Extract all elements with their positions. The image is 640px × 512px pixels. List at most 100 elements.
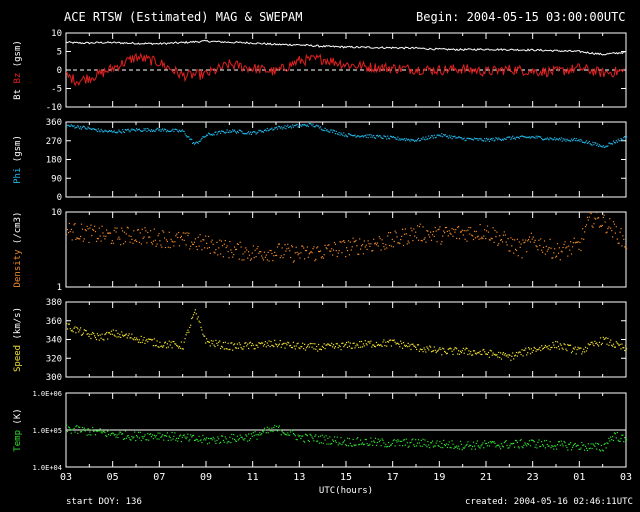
- data-point: [314, 126, 316, 128]
- ylabel-speed: Speed (km/s): [13, 307, 23, 372]
- data-point: [598, 341, 601, 343]
- data-point: [590, 144, 592, 146]
- data-point: [514, 354, 517, 356]
- data-point: [444, 232, 446, 234]
- data-point: [401, 440, 403, 442]
- data-point: [365, 136, 367, 138]
- data-point: [374, 242, 377, 244]
- data-point: [564, 241, 566, 243]
- data-point: [196, 439, 198, 441]
- data-point: [244, 342, 246, 344]
- data-point: [88, 434, 90, 436]
- data-point: [408, 345, 410, 348]
- data-point: [89, 431, 91, 433]
- data-point: [487, 231, 490, 233]
- data-point: [421, 348, 423, 351]
- data-point: [465, 347, 467, 349]
- data-point: [66, 234, 68, 236]
- data-point: [579, 448, 581, 451]
- data-point: [402, 342, 405, 344]
- ytick-label-speed: 380: [46, 298, 62, 308]
- data-point: [429, 137, 431, 140]
- data-point: [172, 128, 174, 130]
- data-point: [96, 333, 98, 335]
- data-point: [98, 130, 100, 132]
- data-point: [444, 445, 447, 447]
- data-point: [70, 228, 72, 230]
- data-point: [502, 352, 504, 354]
- data-point: [227, 251, 229, 253]
- data-point: [312, 248, 314, 250]
- x-axis-label: UTC(hours): [319, 486, 373, 496]
- data-point: [254, 249, 256, 251]
- xtick-label: 05: [107, 472, 119, 483]
- data-point: [138, 339, 140, 341]
- data-point: [168, 231, 170, 233]
- data-point: [340, 241, 342, 243]
- data-point: [278, 126, 280, 128]
- data-point: [154, 436, 156, 438]
- data-point: [295, 345, 297, 347]
- data-point: [94, 430, 96, 432]
- data-point: [183, 239, 185, 241]
- data-point: [348, 133, 350, 135]
- data-point: [179, 237, 182, 239]
- data-point: [559, 444, 561, 446]
- data-point: [600, 344, 602, 346]
- data-point: [165, 435, 168, 437]
- data-point: [164, 342, 166, 344]
- data-point: [86, 128, 88, 130]
- data-point: [153, 434, 155, 436]
- data-point: [381, 345, 383, 347]
- data-point: [335, 441, 337, 443]
- data-point: [414, 445, 416, 447]
- data-point: [159, 432, 161, 434]
- data-point: [102, 338, 104, 340]
- data-point: [479, 138, 481, 140]
- data-point: [529, 137, 532, 139]
- data-point: [402, 139, 405, 141]
- data-point: [118, 336, 120, 338]
- data-point: [512, 135, 514, 137]
- data-point: [193, 143, 196, 145]
- data-point: [523, 242, 525, 244]
- data-point: [554, 445, 556, 447]
- data-point: [314, 260, 316, 262]
- data-point: [190, 434, 192, 436]
- data-point: [448, 348, 450, 350]
- data-point: [528, 239, 530, 241]
- data-point: [162, 230, 164, 232]
- data-point: [602, 216, 604, 218]
- data-point: [509, 250, 511, 252]
- data-point: [102, 431, 104, 433]
- data-point: [520, 243, 522, 245]
- xtick-label: 07: [153, 472, 165, 483]
- data-point: [312, 438, 314, 440]
- data-point: [486, 353, 489, 355]
- data-point: [245, 434, 247, 436]
- data-point: [185, 334, 187, 336]
- data-point: [487, 138, 490, 140]
- data-point: [150, 129, 153, 131]
- data-point: [560, 250, 562, 252]
- data-point: [488, 239, 490, 241]
- data-point: [198, 140, 200, 142]
- data-point: [84, 229, 86, 231]
- data-point: [484, 229, 486, 231]
- data-point: [368, 243, 370, 245]
- data-point: [295, 438, 297, 440]
- data-point: [395, 232, 397, 234]
- data-point: [385, 136, 387, 138]
- data-point: [298, 252, 300, 255]
- data-point: [137, 128, 140, 131]
- data-point: [153, 228, 155, 230]
- data-point: [364, 134, 366, 137]
- data-point: [542, 444, 544, 446]
- data-point: [255, 434, 257, 436]
- data-point: [313, 348, 315, 350]
- data-point: [131, 128, 133, 130]
- data-point: [336, 255, 338, 258]
- data-point: [457, 226, 459, 228]
- data-point: [426, 138, 428, 140]
- data-point: [266, 127, 268, 130]
